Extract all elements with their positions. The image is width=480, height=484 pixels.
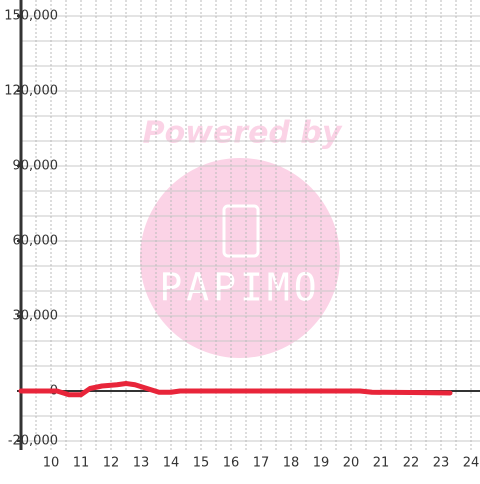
watermark-icon (222, 204, 260, 258)
x-tick-label: 12 (103, 456, 120, 471)
grid: -20,000030,00060,00090,000120,000150,000… (4, 0, 480, 471)
y-tick-label: 90,000 (13, 159, 59, 174)
watermark-text: Powered by (143, 116, 343, 151)
plot (18, 381, 453, 398)
y-tick-label: 30,000 (13, 309, 59, 324)
y-tick-label: 120,000 (4, 84, 58, 99)
y-tick-label: 60,000 (13, 234, 59, 249)
y-tick-label: -20,000 (8, 434, 58, 449)
x-tick-label: 24 (463, 456, 480, 471)
x-tick-label: 22 (403, 456, 420, 471)
x-tick-label: 18 (283, 456, 300, 471)
x-tick-label: 17 (253, 456, 270, 471)
x-tick-label: 11 (73, 456, 90, 471)
x-tick-label: 10 (43, 456, 60, 471)
x-tick-label: 13 (133, 456, 150, 471)
data-line (18, 381, 453, 398)
watermark-circle (140, 158, 340, 358)
x-tick-label: 20 (343, 456, 360, 471)
watermark-logo: PAPIMO (159, 266, 320, 310)
x-tick-label: 16 (223, 456, 240, 471)
x-tick-label: 23 (433, 456, 450, 471)
x-tick-label: 21 (373, 456, 390, 471)
x-tick-label: 14 (163, 456, 180, 471)
x-tick-label: 19 (313, 456, 330, 471)
x-tick-label: 15 (193, 456, 210, 471)
y-tick-label: 150,000 (4, 9, 58, 24)
